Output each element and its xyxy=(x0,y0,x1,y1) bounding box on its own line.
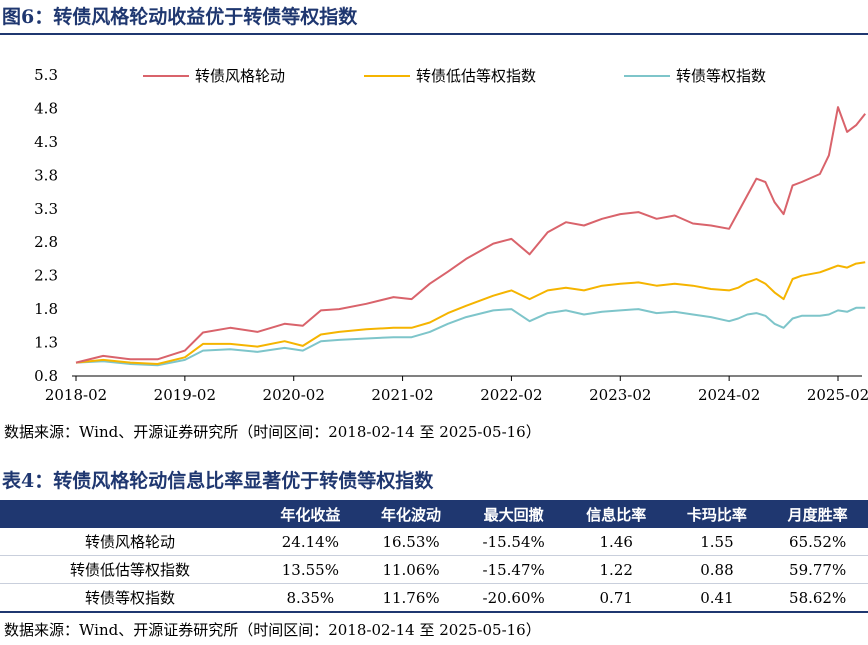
table-cell: 65.52% xyxy=(767,528,868,556)
table-row: 转债低估等权指数 13.55% 11.06% -15.47% 1.22 0.88… xyxy=(0,555,868,584)
x-tick-label: 2021-02 xyxy=(371,386,433,404)
x-tick-label: 2024-02 xyxy=(698,386,760,404)
table-header-cell xyxy=(0,500,260,528)
legend-label: 转债等权指数 xyxy=(676,67,766,85)
line-chart: 0.81.31.82.32.83.33.84.34.85.3 2018-02 20… xyxy=(34,66,868,404)
table-cell: 24.14% xyxy=(260,528,361,556)
x-tick-label: 2020-02 xyxy=(263,386,325,404)
series-line-2 xyxy=(75,261,866,365)
table-cell: 1.22 xyxy=(565,555,667,584)
x-tick-label: 2025-02 xyxy=(807,386,868,404)
x-tick-label: 2018-02 xyxy=(45,386,107,404)
table-cell: 0.71 xyxy=(565,583,667,613)
table-header-cell: 信息比率 xyxy=(565,500,667,528)
table-cell: 0.88 xyxy=(666,555,768,584)
table-header-cell: 最大回撤 xyxy=(461,500,566,528)
table-header-cell: 卡玛比率 xyxy=(666,500,768,528)
figure-heading-rule xyxy=(0,33,868,35)
table-cell: -15.54% xyxy=(461,528,566,556)
table-cell: 13.55% xyxy=(260,555,361,584)
y-tick-label: 4.8 xyxy=(34,99,58,117)
x-axis: 2018-02 2019-02 2020-02 2021-02 2022-02 2023-… xyxy=(45,375,868,404)
table-header-row: 年化收益 年化波动 最大回撤 信息比率 卡玛比率 月度胜率 xyxy=(0,500,868,528)
legend-label: 转债风格轮动 xyxy=(195,67,285,85)
table-source: 数据来源：Wind、开源证券研究所（时间区间：2018-02-14 至 2025… xyxy=(4,621,541,639)
table-cell: 16.53% xyxy=(360,528,462,556)
table-cell: 11.76% xyxy=(360,583,462,613)
y-tick-label: 3.8 xyxy=(34,166,58,184)
x-tick-label: 2023-02 xyxy=(589,386,651,404)
table-cell: 58.62% xyxy=(767,583,868,613)
y-tick-label: 2.8 xyxy=(34,233,58,251)
series-line-1 xyxy=(75,106,866,364)
table-cell: -20.60% xyxy=(461,583,566,613)
y-tick-label: 4.3 xyxy=(34,133,58,151)
table-row: 转债风格轮动 24.14% 16.53% -15.54% 1.46 1.55 6… xyxy=(0,528,868,556)
figure-heading: 图6：转债风格轮动收益优于转债等权指数 xyxy=(2,6,358,28)
x-tick-label: 2019-02 xyxy=(154,386,216,404)
x-tick-label: 2022-02 xyxy=(480,386,542,404)
table-cell: 转债风格轮动 xyxy=(0,528,260,556)
table-cell: 0.41 xyxy=(666,583,768,613)
y-tick-label: 3.3 xyxy=(34,200,58,218)
table-heading: 表4：转债风格轮动信息比率显著优于转债等权指数 xyxy=(2,470,434,492)
y-axis: 0.8 1.3 1.8 2.3 2.8 3.3 3.8 4.3 4.8 5.3 xyxy=(34,66,58,385)
table-cell: 1.55 xyxy=(666,528,768,556)
table-cell: 转债等权指数 xyxy=(0,583,260,613)
table-cell: 8.35% xyxy=(260,583,361,613)
table-header-cell: 月度胜率 xyxy=(767,500,868,528)
chart-legend: 转债风格轮动 转债低估等权指数 转债等权指数 xyxy=(143,67,766,85)
table-header-cell: 年化收益 xyxy=(260,500,361,528)
table-cell: 59.77% xyxy=(767,555,868,584)
table-row: 转债等权指数 8.35% 11.76% -20.60% 0.71 0.41 58… xyxy=(0,583,868,613)
chart-series xyxy=(75,106,866,367)
y-tick-label: 1.3 xyxy=(34,334,58,352)
table-cell: 11.06% xyxy=(360,555,462,584)
y-tick-label: 2.3 xyxy=(34,267,58,285)
table-cell: 转债低估等权指数 xyxy=(0,555,260,584)
series-line-3 xyxy=(75,306,866,367)
y-tick-label: 0.8 xyxy=(34,367,58,385)
table-header-cell: 年化波动 xyxy=(360,500,462,528)
y-tick-label: 5.3 xyxy=(34,66,58,84)
performance-table: 年化收益 年化波动 最大回撤 信息比率 卡玛比率 月度胜率 转债风格轮动 24.… xyxy=(0,500,868,613)
y-tick-label: 1.8 xyxy=(34,300,58,318)
table-cell: -15.47% xyxy=(461,555,566,584)
table-cell: 1.46 xyxy=(565,528,667,556)
legend-label: 转债低估等权指数 xyxy=(416,67,536,85)
figure-source: 数据来源：Wind、开源证券研究所（时间区间：2018-02-14 至 2025… xyxy=(4,423,541,441)
